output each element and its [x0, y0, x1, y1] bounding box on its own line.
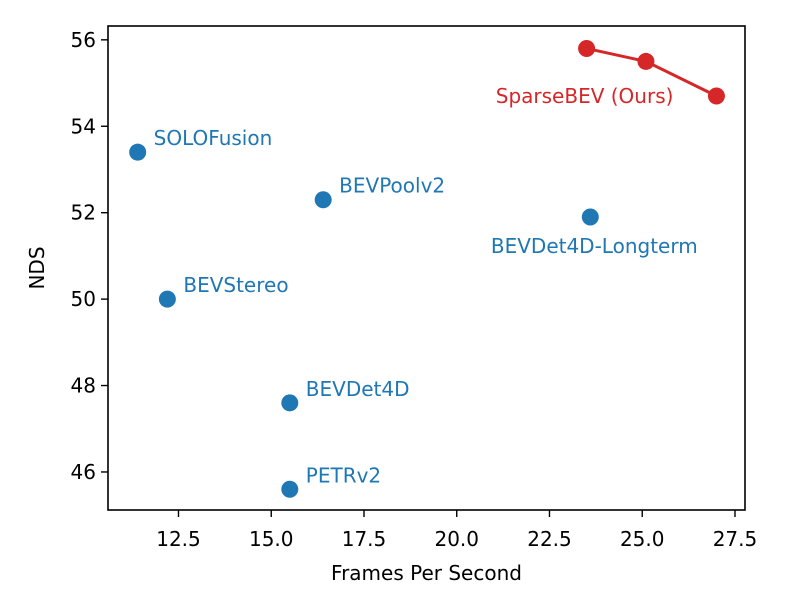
data-point: [314, 191, 332, 209]
x-tick-label: 25.0: [620, 527, 665, 551]
x-axis-label: Frames Per Second: [331, 561, 522, 585]
series-label: SparseBEV (Ours): [496, 84, 674, 108]
data-label: BEVDet4D: [306, 377, 410, 401]
data-point: [281, 394, 299, 412]
x-tick-label: 22.5: [527, 527, 572, 551]
y-tick-label: 52: [71, 201, 96, 225]
data-point: [281, 480, 299, 498]
data-label: BEVPoolv2: [339, 174, 445, 198]
data-label: PETRv2: [306, 463, 381, 487]
x-tick-label: 17.5: [342, 527, 387, 551]
x-tick-label: 15.0: [249, 527, 294, 551]
series-point: [707, 87, 725, 105]
x-tick-label: 12.5: [156, 527, 201, 551]
data-point: [581, 208, 599, 226]
x-tick-label: 20.0: [434, 527, 479, 551]
plot-frame: [107, 25, 746, 511]
data-point: [129, 143, 147, 161]
series-point: [578, 39, 596, 57]
y-tick-label: 56: [71, 28, 96, 52]
data-label: BEVDet4D-Longterm: [491, 234, 698, 258]
data-label: SOLOFusion: [154, 126, 273, 150]
y-tick-label: 50: [71, 287, 96, 311]
y-tick-label: 46: [71, 460, 96, 484]
y-tick-label: 54: [71, 114, 96, 138]
y-tick-label: 48: [71, 374, 96, 398]
series-point: [637, 52, 655, 70]
y-axis-label: NDS: [25, 246, 49, 289]
data-label: BEVStereo: [183, 273, 288, 297]
x-tick-label: 27.5: [713, 527, 758, 551]
data-point: [158, 290, 176, 308]
